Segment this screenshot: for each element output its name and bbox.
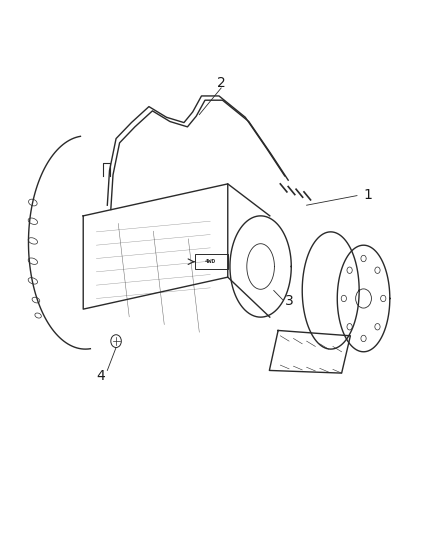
Text: 2: 2 [217,76,226,90]
FancyBboxPatch shape [195,254,228,269]
Text: 4: 4 [96,369,105,383]
Text: 1: 1 [364,188,372,201]
Text: 3: 3 [285,294,293,308]
Text: 4WD: 4WD [205,260,216,264]
